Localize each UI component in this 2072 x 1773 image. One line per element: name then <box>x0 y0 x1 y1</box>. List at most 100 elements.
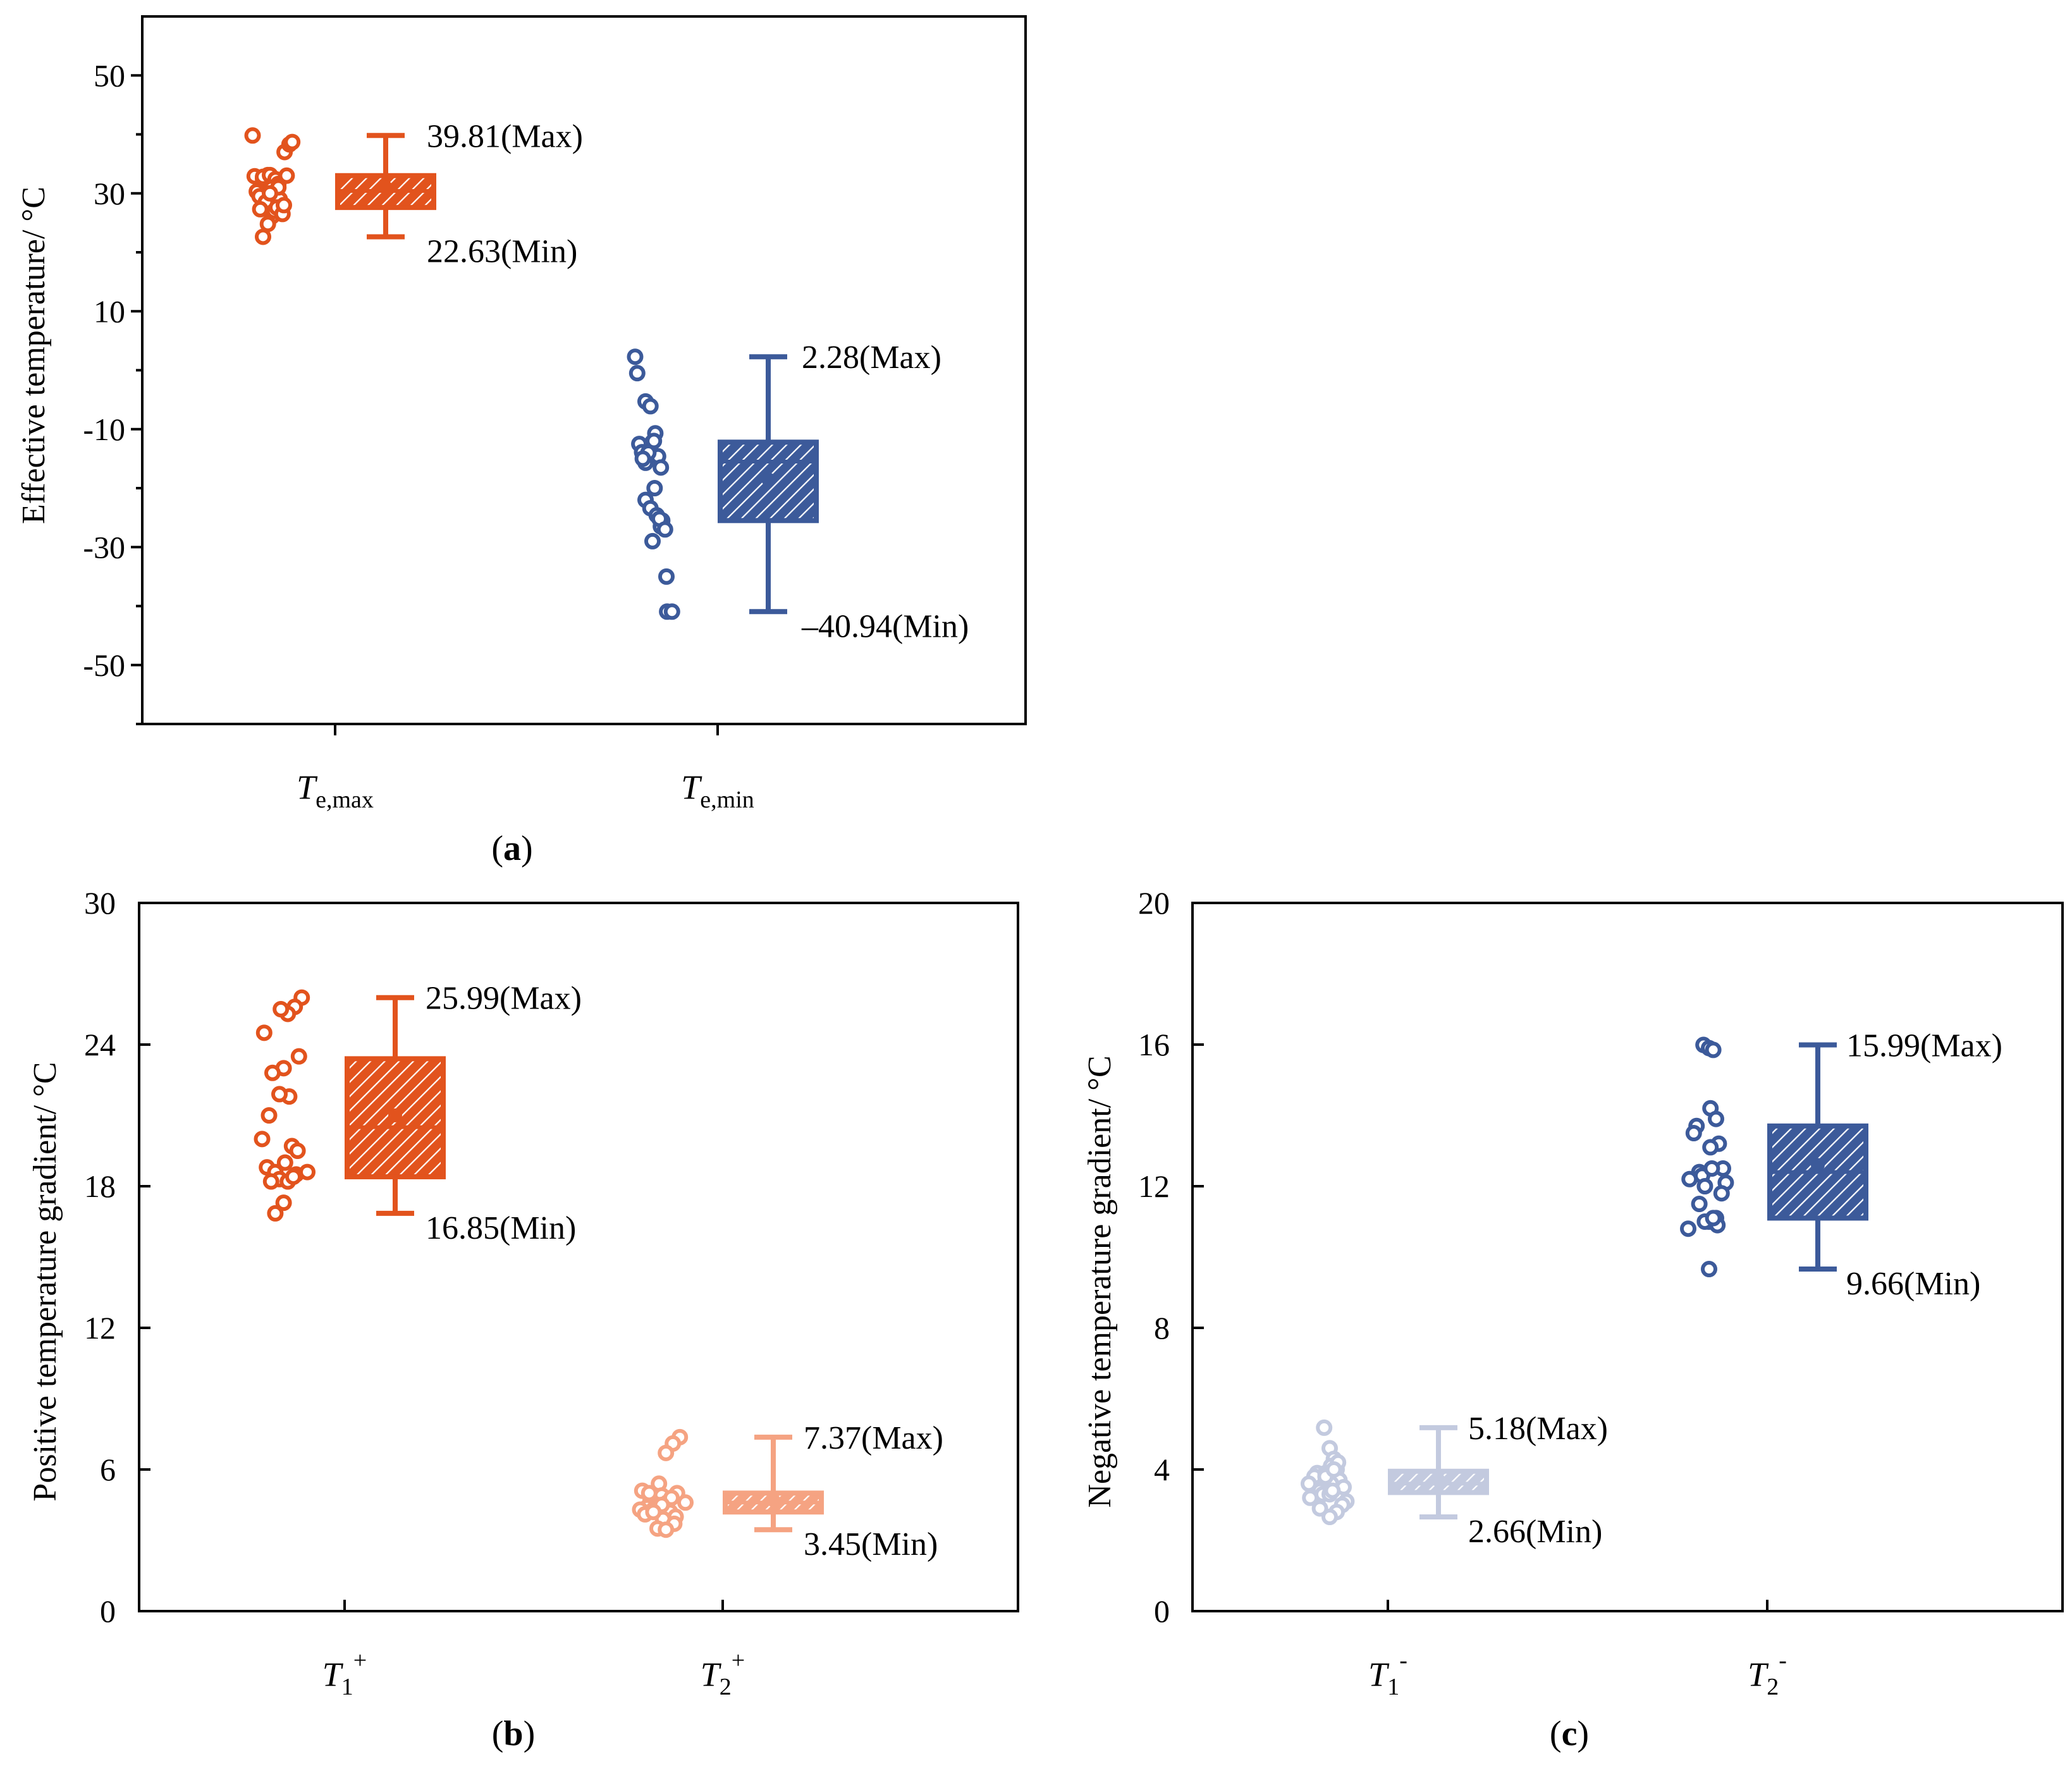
data-point <box>1696 1178 1713 1194</box>
box-mean-point <box>388 1108 402 1122</box>
min-annotation: 9.66(Min) <box>1846 1266 1980 1302</box>
y-tick-label: 4 <box>1154 1452 1170 1487</box>
data-point <box>290 1048 307 1065</box>
data-point <box>1680 1220 1696 1237</box>
box-mean-point <box>1431 1473 1445 1487</box>
data-point <box>261 1107 278 1124</box>
min-annotation: 2.66(Min) <box>1468 1514 1602 1550</box>
category-label: Te,max <box>297 768 374 813</box>
data-point <box>1702 1139 1719 1156</box>
box-mean-point <box>1811 1158 1825 1172</box>
panel-a: Effective temperature/ °C (a) 50 30 10 -10 -… <box>16 15 1027 868</box>
data-point <box>289 1143 306 1159</box>
y-tick-label: 50 <box>94 58 125 93</box>
data-point <box>254 1131 271 1148</box>
data-point <box>244 127 261 144</box>
data-point <box>628 365 646 382</box>
data-point <box>1316 1419 1333 1436</box>
box-outline <box>345 1056 446 1180</box>
data-point <box>1713 1185 1730 1202</box>
data-point <box>1324 1482 1341 1499</box>
data-point <box>285 1169 302 1186</box>
data-point <box>1311 1500 1328 1517</box>
y-tick-label: 30 <box>94 176 125 211</box>
category-label: T1+ <box>322 1647 367 1700</box>
data-point <box>255 228 271 245</box>
y-tick-label: 20 <box>1138 885 1170 921</box>
y-tick-label: 18 <box>84 1169 116 1204</box>
box-mean-point <box>766 1493 780 1507</box>
data-point <box>658 1444 675 1461</box>
data-point <box>276 197 292 214</box>
data-point <box>1701 1261 1717 1278</box>
data-point <box>1703 1160 1720 1177</box>
data-point <box>627 348 644 365</box>
box-mean-point <box>761 472 775 487</box>
min-annotation: 3.45(Min) <box>804 1526 938 1562</box>
data-point <box>264 1064 281 1081</box>
plot-frame <box>138 902 1019 1612</box>
data-point <box>259 216 276 233</box>
data-point <box>299 1163 316 1181</box>
data-point <box>634 450 651 467</box>
panel-b-ylabel: Positive temperature gradient/ °C <box>27 1062 63 1501</box>
y-tick-label: -50 <box>83 647 125 683</box>
data-point <box>1691 1196 1708 1212</box>
data-point <box>273 1001 290 1017</box>
data-point <box>1685 1125 1702 1141</box>
data-point <box>262 185 278 202</box>
panel-c-ylabel: Negative temperature gradient/ °C <box>1082 1055 1118 1507</box>
min-annotation: 16.85(Min) <box>426 1210 576 1246</box>
max-annotation: 2.28(Max) <box>802 340 941 376</box>
category-label: T1- <box>1368 1647 1407 1700</box>
data-point <box>1681 1170 1698 1187</box>
data-point <box>646 480 663 496</box>
data-point <box>276 1154 293 1171</box>
min-annotation: 22.63(Min) <box>427 233 577 269</box>
y-tick-label: 12 <box>1138 1169 1170 1204</box>
y-tick-label: 10 <box>94 293 125 329</box>
data-point <box>644 532 661 549</box>
data-point <box>1301 1475 1317 1492</box>
data-point <box>275 1194 292 1212</box>
data-point <box>255 1024 273 1041</box>
max-annotation: 39.81(Max) <box>427 118 583 154</box>
max-annotation: 7.37(Max) <box>804 1420 943 1456</box>
category-label: T2- <box>1748 1647 1787 1700</box>
y-tick-label: -10 <box>83 412 125 447</box>
y-tick-label: 16 <box>1138 1027 1170 1062</box>
data-point <box>1708 1110 1724 1127</box>
y-tick-label: -30 <box>83 529 125 565</box>
min-annotation: –40.94(Min) <box>801 608 969 644</box>
y-tick-label: 24 <box>84 1027 116 1062</box>
y-tick-label: 0 <box>100 1593 116 1629</box>
data-point <box>271 1086 288 1103</box>
data-point <box>658 1521 675 1538</box>
data-point <box>642 398 659 415</box>
category-label: Te,min <box>681 768 754 813</box>
data-point <box>1705 1210 1722 1227</box>
data-point <box>645 1504 662 1521</box>
data-point <box>663 603 680 620</box>
data-point <box>284 133 301 150</box>
panel-c: Negative temperature gradient/ °C (c) 20… <box>1082 885 2064 1753</box>
panel-a-label: (a) <box>491 829 532 868</box>
data-point <box>653 459 670 476</box>
data-point <box>1325 1461 1342 1478</box>
panel-c-label: (c) <box>1550 1714 1589 1753</box>
data-point <box>278 167 295 184</box>
data-point <box>641 1485 658 1502</box>
y-tick-label: 12 <box>84 1310 116 1346</box>
data-point <box>658 568 675 585</box>
data-point <box>267 1205 284 1222</box>
y-tick-label: 30 <box>84 885 116 921</box>
max-annotation: 15.99(Max) <box>1846 1028 2002 1064</box>
y-tick-label: 6 <box>100 1452 116 1487</box>
data-point <box>677 1494 694 1511</box>
data-point <box>1321 1509 1338 1526</box>
category-label: T2+ <box>701 1647 745 1700</box>
y-tick-label: 0 <box>1154 1593 1170 1629</box>
data-point <box>656 521 673 538</box>
data-point <box>1705 1041 1722 1058</box>
